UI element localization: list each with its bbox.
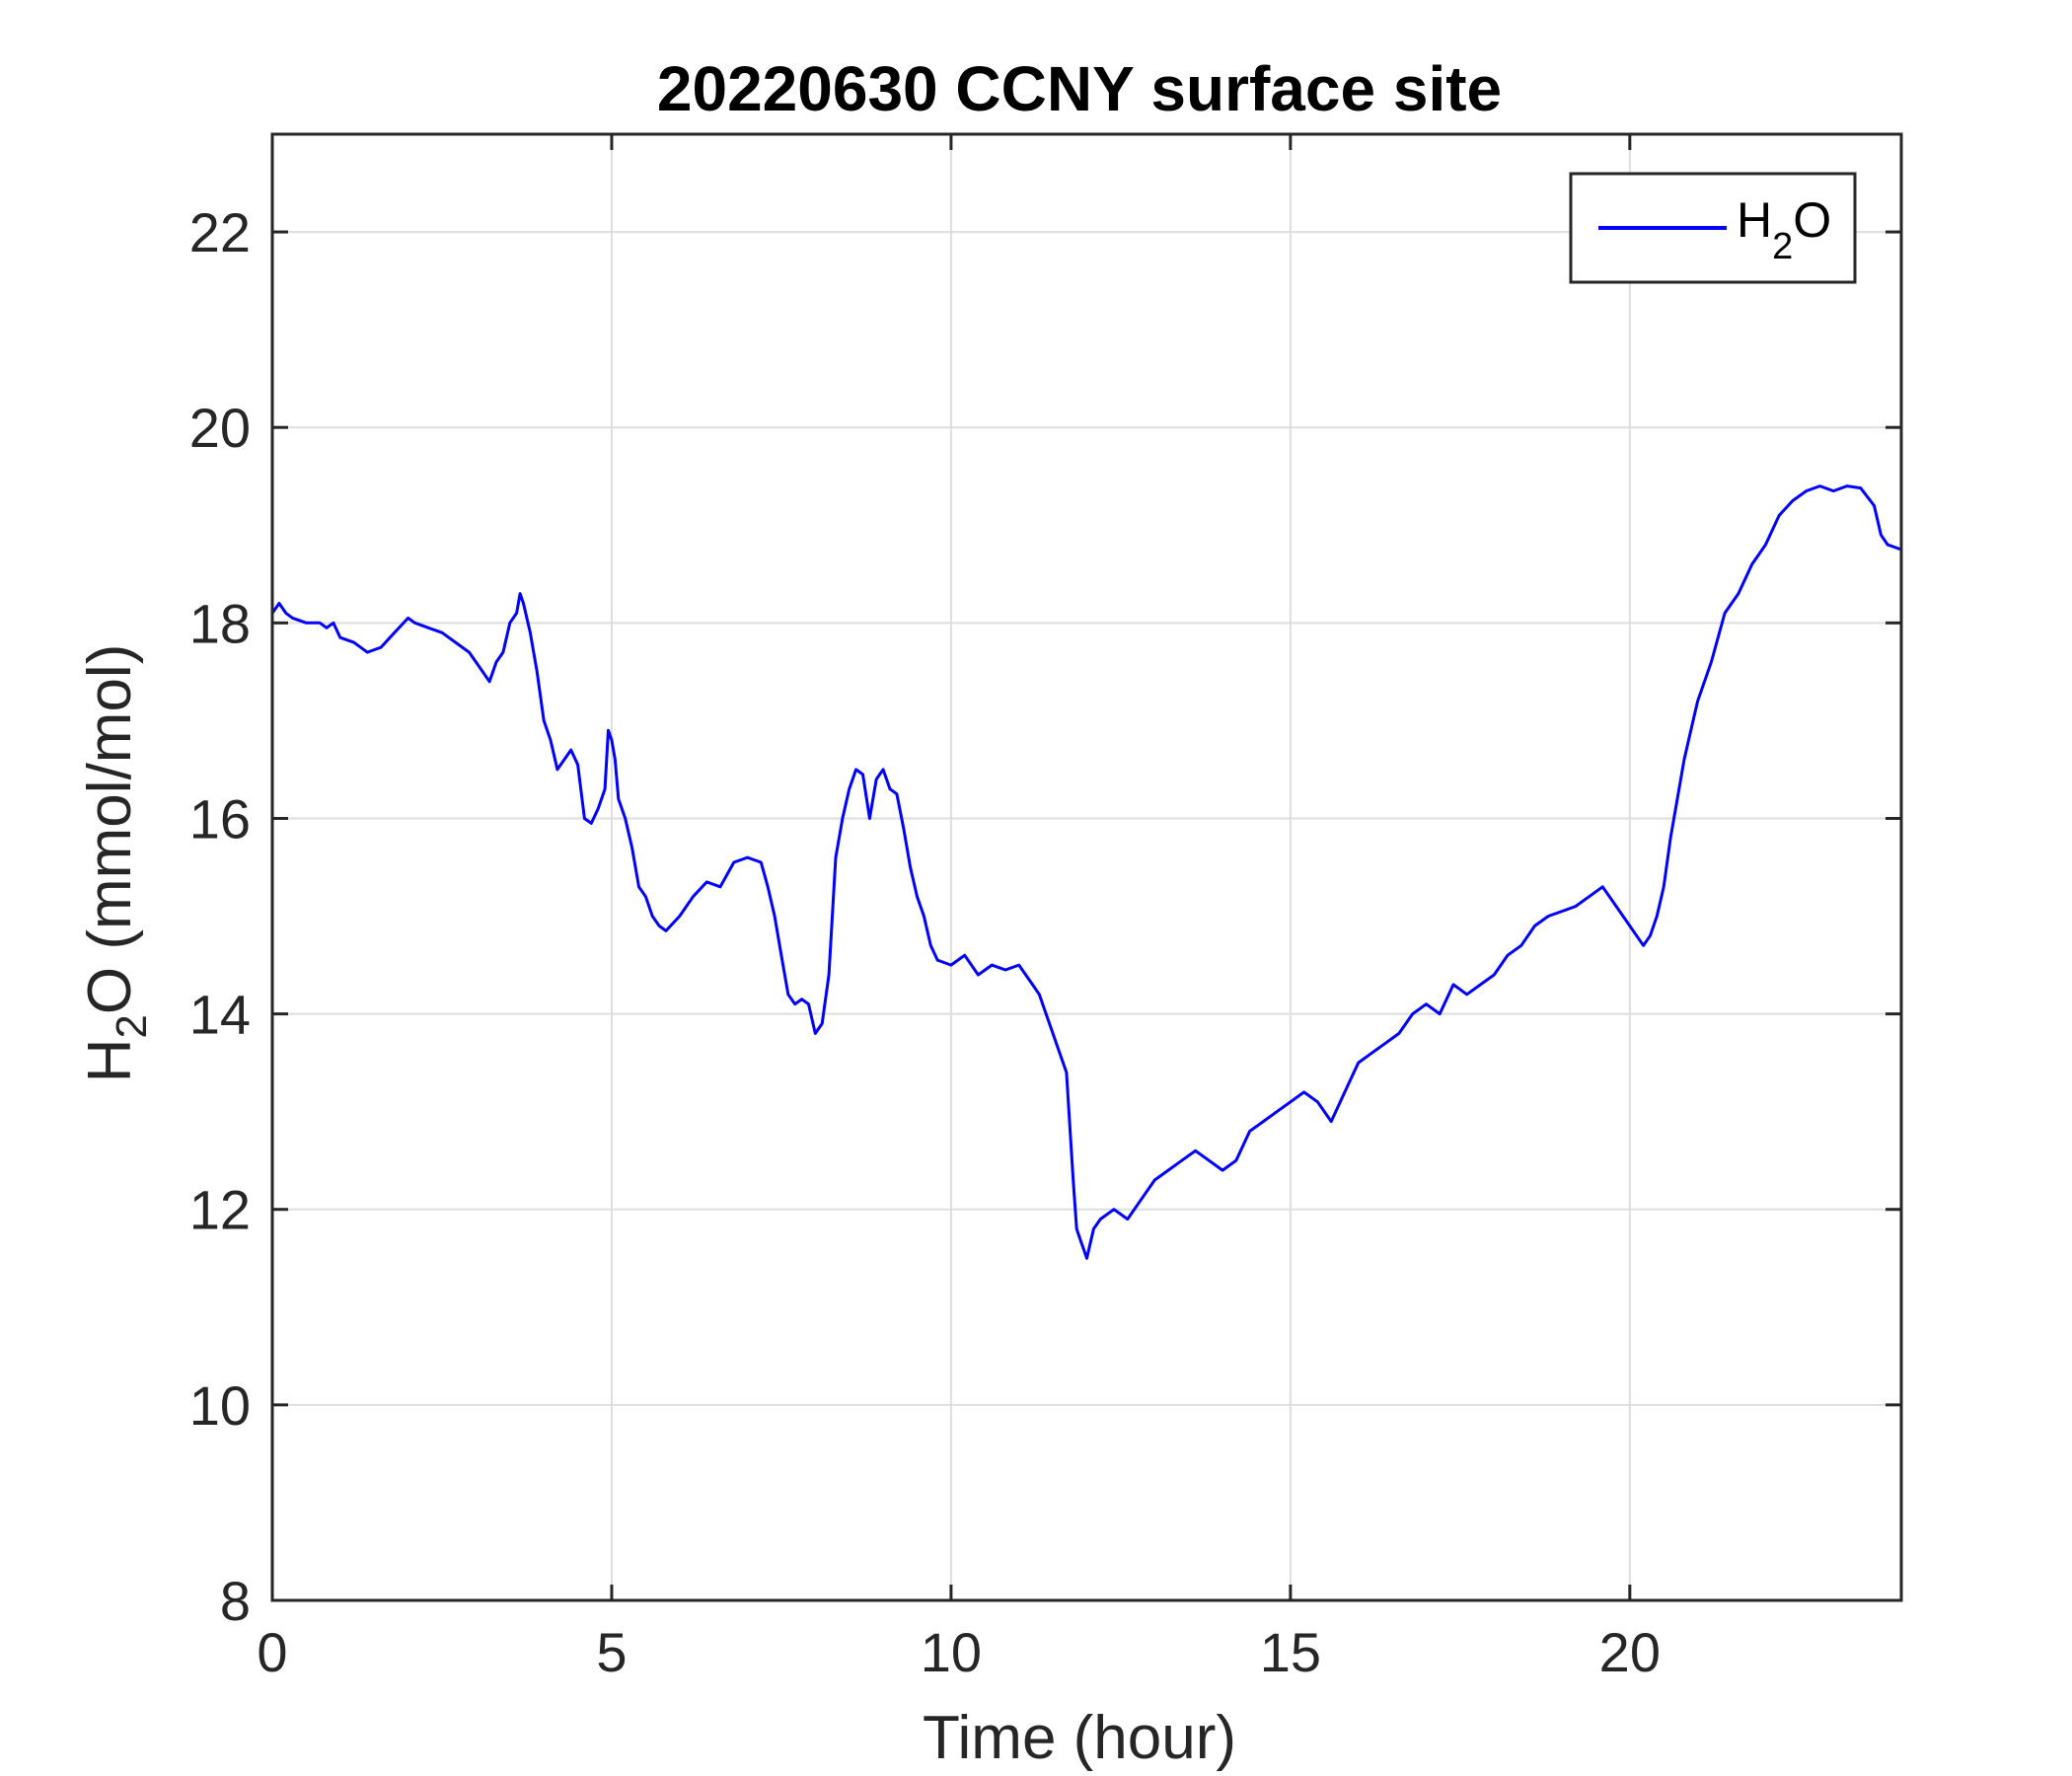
legend-entry-subscript: 2 (1772, 226, 1793, 267)
y-tick-label: 16 (189, 787, 251, 850)
x-axis-label: Time (hour) (923, 1704, 1236, 1772)
y-tick-label: 12 (189, 1179, 251, 1241)
legend-entry-label: H2O (1737, 192, 1831, 267)
y-axis-label-pre: H (76, 1039, 144, 1083)
series-line-h2o (270, 484, 1902, 1260)
y-tick-label: 20 (189, 397, 251, 459)
legend: H2O (1569, 172, 1857, 284)
y-tick-label: 8 (220, 1570, 251, 1632)
legend-entry-post: O (1793, 192, 1831, 248)
y-tick-label: 22 (189, 201, 251, 263)
x-tick-label: 20 (1599, 1621, 1661, 1683)
x-tick-label: 15 (1260, 1621, 1321, 1683)
axes-box (270, 132, 1903, 1602)
x-tick-label: 10 (921, 1621, 982, 1683)
y-tick-label: 14 (189, 984, 251, 1046)
x-tick-label: 5 (596, 1621, 627, 1683)
y-tick-label: 18 (189, 592, 251, 654)
y-axis-label: H2O (mmol/mol) (76, 644, 156, 1083)
y-tick-label: 10 (189, 1374, 251, 1437)
y-axis-label-subscript: 2 (108, 1014, 156, 1038)
legend-entry-pre: H (1737, 192, 1772, 248)
plot-series (270, 484, 1902, 1260)
axes (270, 132, 1903, 1602)
tick-labels: 0 5 10 15 20 8 10 12 14 16 18 20 22 (189, 201, 1661, 1683)
chart-title: 20220630 CCNY surface site (657, 53, 1502, 124)
y-axis-label-post: O (mmol/mol) (76, 644, 144, 1014)
x-tick-label: 0 (257, 1621, 287, 1683)
